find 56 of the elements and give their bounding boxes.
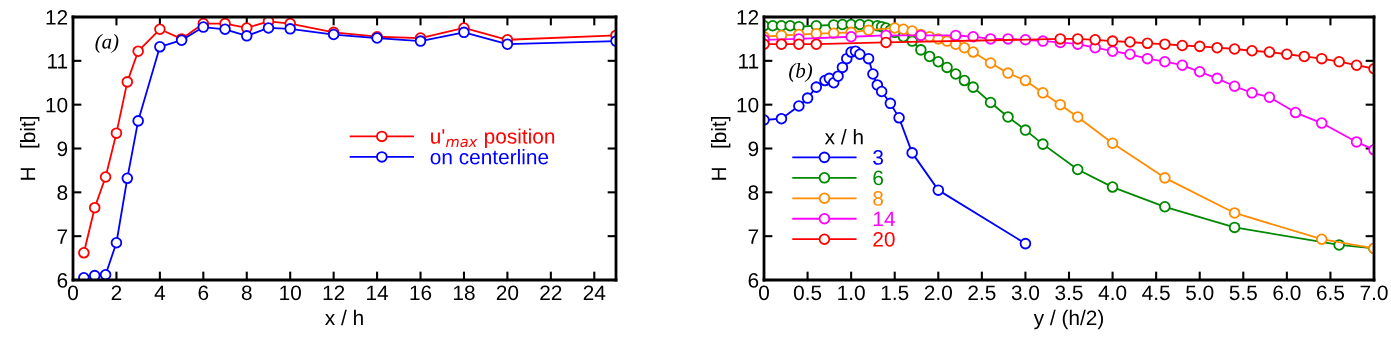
x-axis-title: y / (h/2) <box>1033 309 1104 330</box>
x-tick-label: 2.0 <box>924 285 952 301</box>
x-tick-label: 2.5 <box>968 285 996 301</box>
x-tick-label: 6.0 <box>1273 285 1301 301</box>
y-tick-label: 7 <box>748 229 759 244</box>
legend-label: 6 <box>873 170 883 186</box>
annotation: (b) <box>789 63 813 82</box>
y-tick-label: 11 <box>739 54 759 69</box>
x-axis-title: x / h <box>325 309 363 326</box>
x-tick-label: 5.5 <box>1229 285 1257 301</box>
y-tick-label: 12 <box>46 10 68 25</box>
legend-label: on centerline <box>430 149 549 165</box>
x-tick-label: 14 <box>367 285 389 300</box>
y-tick-label: 8 <box>748 185 759 201</box>
x-tick-label: 1.5 <box>881 285 909 301</box>
x-tick-label: 5.0 <box>1186 285 1214 301</box>
y-tick-label: 11 <box>48 54 68 69</box>
legend-label: 20 <box>873 231 895 247</box>
x-tick-label: 0 <box>68 285 78 301</box>
x-tick-label: 3.5 <box>1055 285 1083 301</box>
y-axis-title: H [bit] <box>19 116 40 180</box>
legend-label: 14 <box>873 211 895 227</box>
x-tick-label: 2 <box>111 285 122 300</box>
legend-label: 3 <box>873 150 883 165</box>
x-tick-label: 4.5 <box>1142 285 1170 301</box>
y-tick-label: 9 <box>57 141 68 157</box>
y-tick-label: 10 <box>46 97 68 113</box>
x-tick-label: 4.0 <box>1098 285 1127 301</box>
y-tick-label: 10 <box>737 97 759 113</box>
x-tick-label: 20 <box>496 285 519 301</box>
y-axis-title: H [bit] <box>710 116 731 180</box>
x-tick-label: 7.0 <box>1360 285 1388 301</box>
x-tick-label: 10 <box>280 285 301 301</box>
y-tick-label: 6 <box>748 273 759 288</box>
y-tick-label: 6 <box>57 273 68 288</box>
y-tick-label: 7 <box>57 229 68 244</box>
x-tick-label: 0.5 <box>793 285 822 301</box>
legend-title: x / h <box>824 129 863 145</box>
annotation: (a) <box>95 34 119 53</box>
x-tick-label: 4 <box>154 285 166 300</box>
x-tick-label: 6 <box>198 285 209 301</box>
x-tick-label: 22 <box>540 285 562 300</box>
x-tick-label: 3.0 <box>1011 285 1040 301</box>
y-tick-label: 8 <box>57 185 68 201</box>
x-tick-label: 12 <box>323 285 345 300</box>
y-tick-label: 9 <box>748 141 759 157</box>
x-tick-label: 0 <box>759 285 769 301</box>
legend-label: 8 <box>873 191 884 206</box>
legend-label: u'$_{max}$ position <box>431 128 555 148</box>
x-tick-label: 8 <box>241 285 252 301</box>
x-tick-label: 24 <box>583 285 606 300</box>
x-tick-label: 18 <box>453 285 475 301</box>
x-tick-label: 1.0 <box>838 285 865 301</box>
y-tick-label: 12 <box>737 10 759 25</box>
x-tick-label: 16 <box>410 285 432 301</box>
x-tick-label: 6.5 <box>1317 285 1345 301</box>
